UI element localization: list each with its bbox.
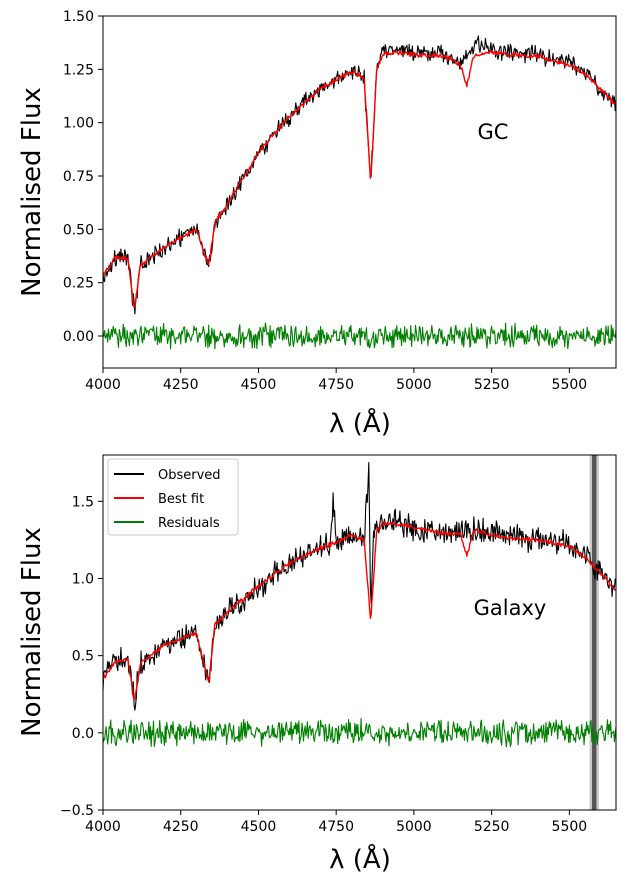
gc-y-tick-label: 0.50 — [63, 222, 94, 238]
galaxy-x-tick-label: 5250 — [474, 819, 510, 835]
gc-y-tick-label: 0.25 — [63, 276, 94, 292]
galaxy-y-axis-label: Normalised Flux — [17, 527, 47, 737]
galaxy-x-tick-label: 5000 — [396, 819, 432, 835]
gc-x-ticks: 4000 4250 4500 4750 5000 5250 5500 — [85, 368, 587, 393]
galaxy-y-tick-label: 0.0 — [72, 726, 94, 742]
gc-axes-frame — [102, 15, 617, 369]
legend: Observed Best fit Residuals — [107, 458, 239, 536]
legend-entry-residuals: Residuals — [114, 516, 220, 531]
gc-y-tick-label: 1.00 — [63, 116, 94, 132]
legend-label-observed: Observed — [158, 468, 221, 483]
galaxy-series-observed — [103, 461, 616, 711]
galaxy-annotation: Galaxy — [474, 596, 547, 620]
gc-y-tick-label: 0.00 — [63, 329, 94, 345]
galaxy-x-axis-label: λ (Å) — [329, 843, 391, 875]
galaxy-y-tick-label: 0.5 — [72, 649, 94, 665]
gc-annotation: GC — [478, 120, 509, 144]
gc-y-tick-label: 1.25 — [63, 62, 94, 78]
galaxy-y-tick-label: −0.5 — [60, 803, 94, 819]
galaxy-x-tick-label: 4000 — [85, 819, 121, 835]
gc-x-tick-label: 5000 — [396, 377, 432, 393]
gc-x-tick-label: 4750 — [318, 377, 354, 393]
legend-entry-observed: Observed — [114, 468, 221, 483]
panel-galaxy: 4000 4250 4500 4750 5000 5250 5500 −0.5 0.0 0.5 1… — [17, 454, 617, 875]
galaxy-x-tick-label: 5500 — [552, 819, 588, 835]
galaxy-y-tick-label: 1.0 — [72, 571, 94, 587]
galaxy-y-tick-label: 1.5 — [72, 494, 94, 510]
galaxy-x-ticks: 4000 4250 4500 4750 5000 5250 5500 — [85, 810, 587, 835]
gc-series-best-fit — [103, 50, 616, 308]
panel-gc: 4000 4250 4500 4750 5000 5250 5500 0.00 0.25 0.5… — [17, 9, 617, 439]
gc-y-ticks: 0.00 0.25 0.50 0.75 1.00 1.25 1.50 — [63, 9, 103, 345]
legend-label-best-fit: Best fit — [158, 492, 204, 507]
gc-y-tick-label: 1.50 — [63, 9, 94, 25]
galaxy-series-residuals — [103, 718, 616, 748]
galaxy-y-ticks: −0.5 0.0 0.5 1.0 1.5 — [60, 494, 103, 819]
galaxy-x-tick-label: 4750 — [318, 819, 354, 835]
galaxy-x-tick-label: 4500 — [241, 819, 277, 835]
gc-x-axis-label: λ (Å) — [329, 407, 391, 439]
gc-series-observed — [103, 35, 616, 315]
gc-x-tick-label: 4250 — [163, 377, 199, 393]
gc-y-axis-label: Normalised Flux — [17, 87, 47, 297]
galaxy-axes-frame — [102, 454, 617, 811]
legend-label-residuals: Residuals — [158, 516, 220, 531]
galaxy-series-best-fit — [103, 521, 616, 700]
galaxy-plot-area — [103, 455, 616, 810]
gc-x-tick-label: 4000 — [85, 377, 121, 393]
gc-y-tick-label: 0.75 — [63, 169, 94, 185]
legend-entry-best-fit: Best fit — [114, 492, 204, 507]
masked-region-core — [592, 455, 597, 810]
gc-x-tick-label: 5250 — [474, 377, 510, 393]
gc-x-tick-label: 5500 — [552, 377, 588, 393]
gc-series-residuals — [103, 322, 616, 350]
legend-box — [107, 458, 239, 536]
galaxy-x-tick-label: 4250 — [163, 819, 199, 835]
gc-plot-area — [103, 35, 616, 350]
gc-x-tick-label: 4500 — [241, 377, 277, 393]
